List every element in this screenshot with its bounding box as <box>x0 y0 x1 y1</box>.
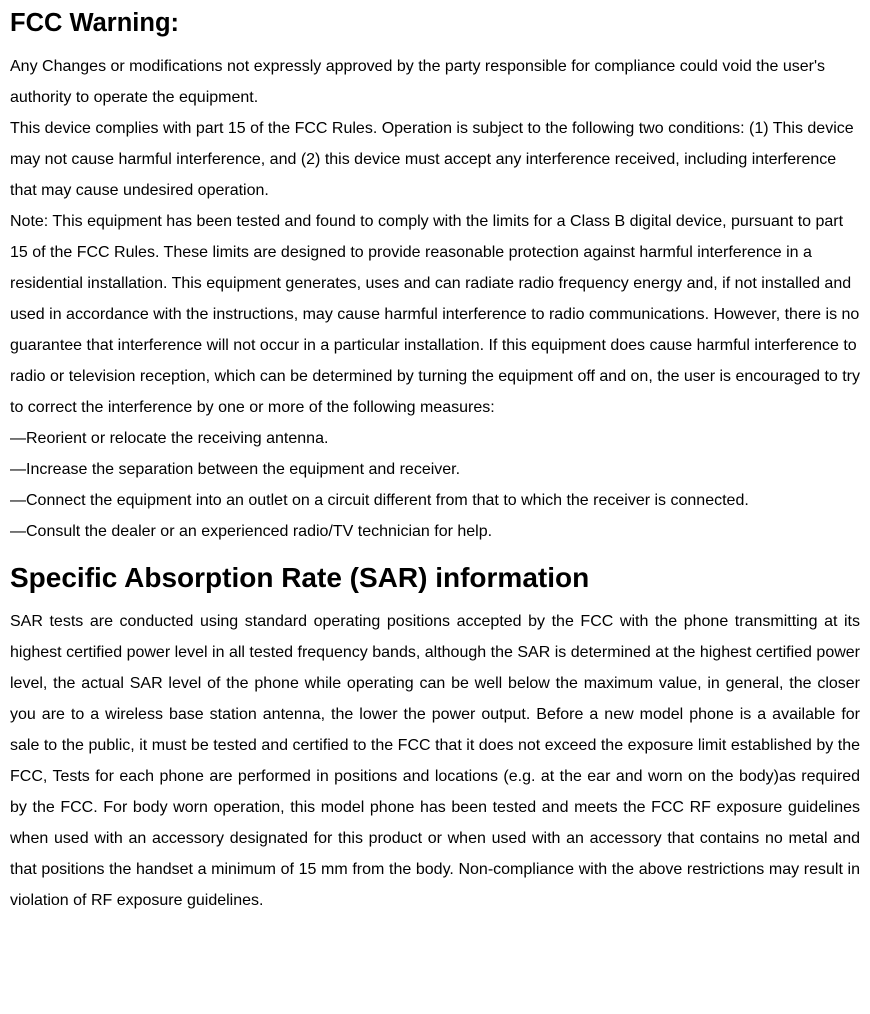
fcc-changes-paragraph: Any Changes or modifications not express… <box>10 51 860 113</box>
fcc-measure-1: —Reorient or relocate the receiving ante… <box>10 423 860 454</box>
sar-paragraph: SAR tests are conducted using standard o… <box>10 606 860 916</box>
fcc-note-paragraph: Note: This equipment has been tested and… <box>10 206 860 423</box>
sar-heading: Specific Absorption Rate (SAR) informati… <box>10 561 860 595</box>
document-page: FCC Warning: Any Changes or modification… <box>0 0 870 936</box>
fcc-measure-4: —Consult the dealer or an experienced ra… <box>10 516 860 547</box>
fcc-part15-paragraph: This device complies with part 15 of the… <box>10 113 860 206</box>
fcc-measure-3: —Connect the equipment into an outlet on… <box>10 485 860 516</box>
fcc-warning-heading: FCC Warning: <box>10 8 860 39</box>
fcc-measure-2: —Increase the separation between the equ… <box>10 454 860 485</box>
